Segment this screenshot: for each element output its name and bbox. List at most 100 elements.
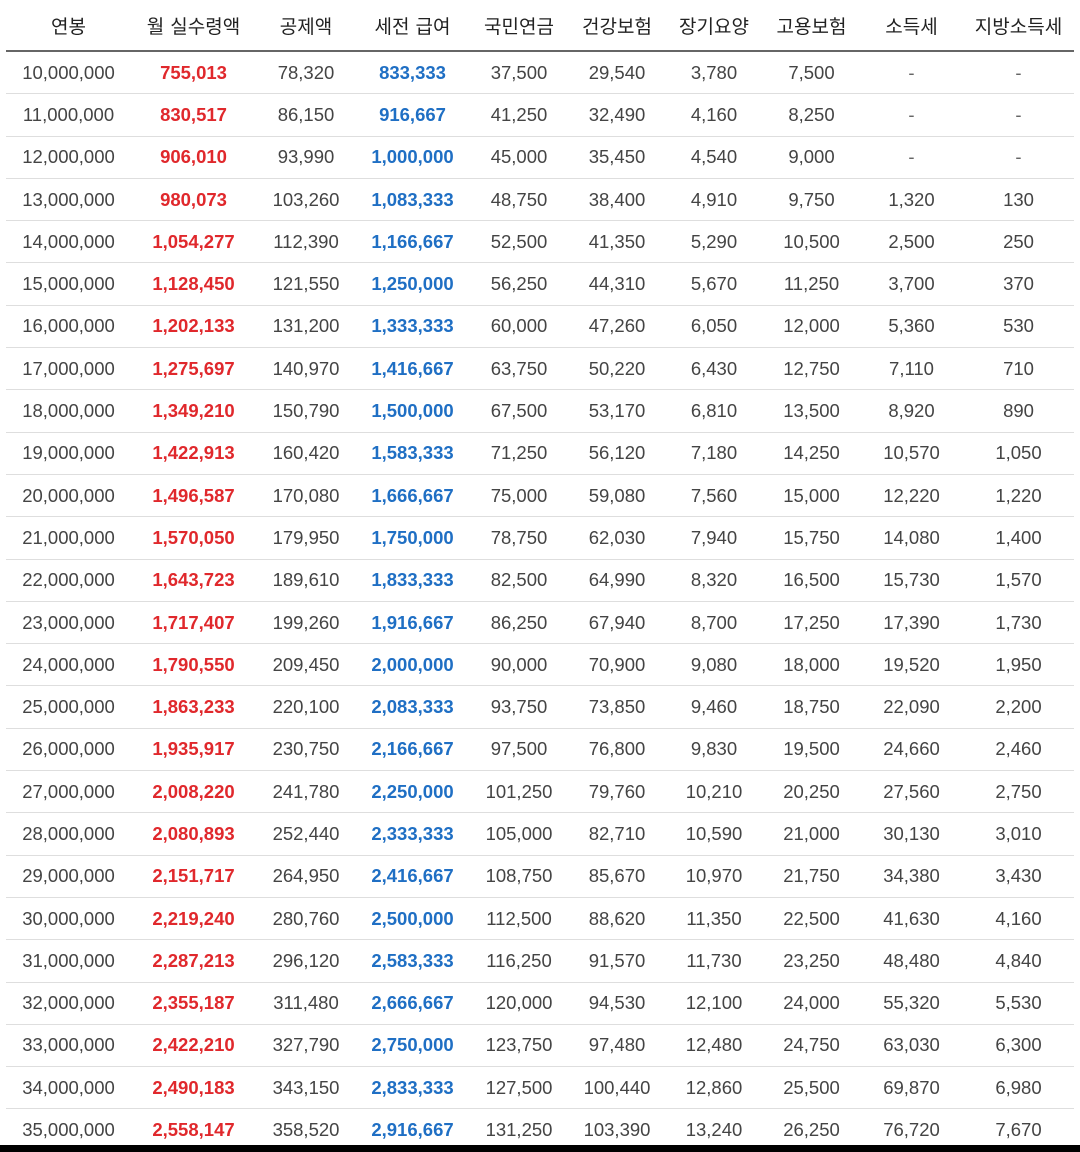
employment-insurance-cell: 21,000 bbox=[763, 812, 860, 856]
income-tax-cell: 76,720 bbox=[883, 1119, 940, 1141]
monthly-net-pay-cell: 1,790,550 bbox=[131, 643, 256, 687]
annual-salary-cell: 30,000,000 bbox=[6, 897, 131, 941]
table-row: 29,000,000 2,151,717 264,950 2,416,667 108,7… bbox=[6, 855, 1074, 898]
deduction-cell: 327,790 bbox=[256, 1024, 356, 1068]
table-row: 26,000,000 1,935,917 230,750 2,166,667 97,50… bbox=[6, 728, 1074, 772]
monthly-net-pay-cell: 2,008,220 bbox=[131, 770, 256, 814]
table-row: 18,000,000 1,349,210 150,790 1,500,000 67,50… bbox=[6, 389, 1074, 433]
monthly-net-pay-cell: 906,010 bbox=[131, 136, 256, 179]
employment-insurance-cell: 26,250 bbox=[783, 1119, 840, 1141]
table-row: 22,000,000 1,643,723 189,610 1,833,333 82,50… bbox=[6, 559, 1074, 602]
annual-salary-cell: 13,000,000 bbox=[6, 178, 131, 222]
national-pension-cell: 90,000 bbox=[469, 643, 569, 687]
long-term-care-cell: 10,970 bbox=[665, 855, 763, 898]
local-income-tax-cell: 1,220 bbox=[963, 474, 1074, 518]
national-pension-cell: 60,000 bbox=[469, 305, 569, 349]
employment-insurance-cell: 12,750 bbox=[763, 347, 860, 391]
long-term-care-cell: 9,460 bbox=[665, 685, 763, 729]
health-insurance-cell: 44,310 bbox=[569, 262, 665, 306]
gross-pay-cell: 1,750,000 bbox=[356, 516, 469, 560]
deduction-cell: 78,320 bbox=[256, 51, 356, 95]
income-tax-cell: 3,700 bbox=[860, 262, 963, 306]
gross-pay-cell: 1,000,000 bbox=[356, 136, 469, 179]
employment-insurance-header: 고용보험 bbox=[763, 0, 860, 52]
local-income-tax-cell: 6,300 bbox=[963, 1024, 1074, 1068]
employment-insurance-cell: 24,000 bbox=[763, 982, 860, 1025]
long-term-care-cell: 3,780 bbox=[665, 51, 763, 95]
gross-pay-cell: 2,416,667 bbox=[356, 855, 469, 898]
annual-salary-cell: 19,000,000 bbox=[6, 432, 131, 475]
employment-insurance-cell: 18,000 bbox=[763, 643, 860, 687]
income-tax-cell: - bbox=[860, 136, 963, 179]
monthly-net-pay-cell: 2,355,187 bbox=[131, 982, 256, 1025]
income-tax-cell: 7,110 bbox=[860, 347, 963, 391]
annual-salary-cell: 26,000,000 bbox=[6, 728, 131, 772]
annual-salary-cell: 35,000,000 bbox=[22, 1119, 115, 1141]
gross-pay-cell: 1,250,000 bbox=[356, 262, 469, 306]
table-body: 10,000,000 755,013 78,320 833,333 37,500 29,5… bbox=[6, 51, 1074, 1151]
employment-insurance-cell: 17,250 bbox=[763, 601, 860, 645]
deduction-cell: 264,950 bbox=[256, 855, 356, 898]
national-pension-cell: 97,500 bbox=[469, 728, 569, 772]
annual-salary-cell: 14,000,000 bbox=[6, 220, 131, 264]
annual-salary-cell: 31,000,000 bbox=[6, 939, 131, 983]
gross-pay-cell: 2,750,000 bbox=[356, 1024, 469, 1068]
table-row: 13,000,000 980,073 103,260 1,083,333 48,750 3… bbox=[6, 178, 1074, 222]
gross-pay-cell: 2,916,667 bbox=[371, 1119, 454, 1141]
long-term-care-cell: 4,540 bbox=[665, 136, 763, 179]
employment-insurance-cell: 13,500 bbox=[763, 389, 860, 433]
income-tax-cell: - bbox=[860, 93, 963, 137]
table-row: 11,000,000 830,517 86,150 916,667 41,250 32,4… bbox=[6, 93, 1074, 137]
health-insurance-cell: 103,390 bbox=[583, 1119, 651, 1141]
monthly-net-pay-cell: 830,517 bbox=[131, 93, 256, 137]
employment-insurance-cell: 18,750 bbox=[763, 685, 860, 729]
deduction-header: 공제액 bbox=[256, 0, 356, 52]
annual-salary-cell: 33,000,000 bbox=[6, 1024, 131, 1068]
gross-pay-cell: 1,833,333 bbox=[356, 559, 469, 602]
table-row: 19,000,000 1,422,913 160,420 1,583,333 71,25… bbox=[6, 432, 1074, 475]
gross-pay-cell: 1,083,333 bbox=[356, 178, 469, 222]
local-income-tax-cell: 370 bbox=[963, 262, 1074, 306]
income-tax-cell: 41,630 bbox=[860, 897, 963, 941]
national-pension-cell: 105,000 bbox=[469, 812, 569, 856]
salary-table: 연봉 월 실수령액 공제액 세전 급여 국민연금 건강보험 장기요양 고용보험 소득세 지방소득세… bbox=[6, 0, 1074, 1151]
national-pension-cell: 120,000 bbox=[469, 982, 569, 1025]
national-pension-header: 국민연금 bbox=[469, 0, 569, 52]
table-row: 24,000,000 1,790,550 209,450 2,000,000 90,00… bbox=[6, 643, 1074, 687]
employment-insurance-cell: 7,500 bbox=[763, 51, 860, 95]
health-insurance-cell: 56,120 bbox=[569, 432, 665, 475]
local-income-tax-cell: 3,010 bbox=[963, 812, 1074, 856]
table-row: 15,000,000 1,128,450 121,550 1,250,000 56,25… bbox=[6, 262, 1074, 306]
income-tax-cell: 10,570 bbox=[860, 432, 963, 475]
employment-insurance-cell: 10,500 bbox=[763, 220, 860, 264]
monthly-net-pay-cell: 2,219,240 bbox=[131, 897, 256, 941]
health-insurance-cell: 50,220 bbox=[569, 347, 665, 391]
gross-pay-cell: 2,666,667 bbox=[356, 982, 469, 1025]
national-pension-cell: 112,500 bbox=[469, 897, 569, 941]
annual-salary-cell: 29,000,000 bbox=[6, 855, 131, 898]
table-row: 21,000,000 1,570,050 179,950 1,750,000 78,75… bbox=[6, 516, 1074, 560]
health-insurance-cell: 35,450 bbox=[569, 136, 665, 179]
income-tax-cell: 15,730 bbox=[860, 559, 963, 602]
long-term-care-cell: 8,320 bbox=[665, 559, 763, 602]
local-income-tax-cell: 1,730 bbox=[963, 601, 1074, 645]
table-row: 27,000,000 2,008,220 241,780 2,250,000 101,2… bbox=[6, 770, 1074, 814]
deduction-cell: 150,790 bbox=[256, 389, 356, 433]
gross-pay-cell: 1,916,667 bbox=[356, 601, 469, 645]
deduction-cell: 103,260 bbox=[256, 178, 356, 222]
long-term-care-cell: 6,810 bbox=[665, 389, 763, 433]
health-insurance-cell: 94,530 bbox=[569, 982, 665, 1025]
gross-pay-cell: 2,333,333 bbox=[356, 812, 469, 856]
monthly-net-pay-cell: 1,717,407 bbox=[131, 601, 256, 645]
national-pension-cell: 71,250 bbox=[469, 432, 569, 475]
long-term-care-cell: 9,080 bbox=[665, 643, 763, 687]
header-row: 연봉 월 실수령액 공제액 세전 급여 국민연금 건강보험 장기요양 고용보험 소득세 지방소득세 bbox=[6, 0, 1074, 52]
health-insurance-cell: 38,400 bbox=[569, 178, 665, 222]
table-row: 31,000,000 2,287,213 296,120 2,583,333 116,2… bbox=[6, 939, 1074, 983]
national-pension-cell: 131,250 bbox=[485, 1119, 553, 1141]
deduction-cell: 199,260 bbox=[256, 601, 356, 645]
national-pension-cell: 93,750 bbox=[469, 685, 569, 729]
monthly-net-pay-cell: 2,490,183 bbox=[131, 1066, 256, 1110]
local-income-tax-cell: - bbox=[963, 93, 1074, 137]
annual-salary-cell: 27,000,000 bbox=[6, 770, 131, 814]
